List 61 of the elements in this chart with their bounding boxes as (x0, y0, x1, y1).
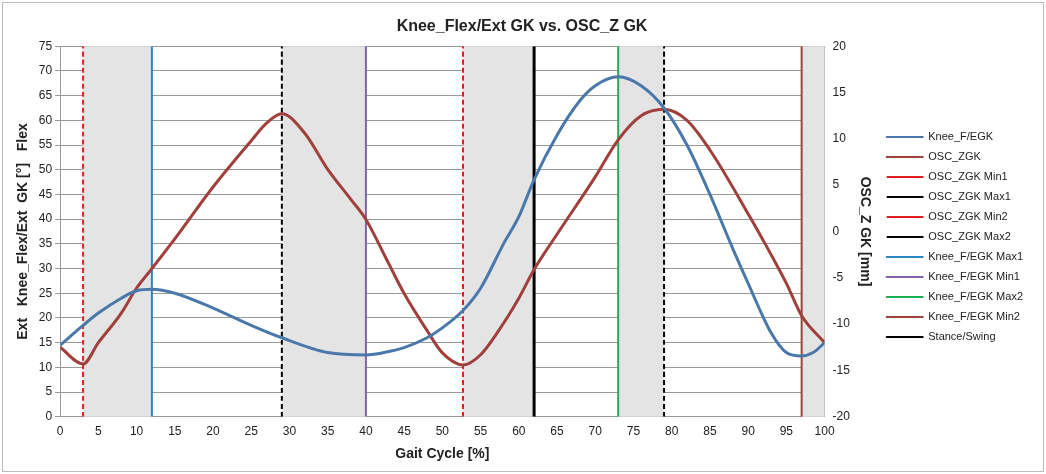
legend-label: Stance/Swing (928, 330, 996, 343)
y-tick-label: 75 (38, 38, 53, 53)
chart-title: Knee_Flex/Ext GK vs. OSC_Z GK (396, 17, 648, 35)
y-tick-label: 5 (45, 384, 53, 399)
y-tick-label: 10 (38, 359, 53, 374)
x-tick-label: 0 (56, 424, 64, 439)
x-tick-label: 15 (168, 424, 182, 439)
y-tick-label: 0 (45, 409, 53, 424)
legend-label: Knee_F/EGK Max2 (928, 290, 1024, 303)
y-tick-label: 30 (38, 260, 53, 275)
y2-tick-label: -5 (832, 270, 844, 285)
y2-tick-label: 5 (832, 177, 840, 192)
legend-label: Knee_F/EGK Min2 (928, 310, 1020, 323)
y-tick-label: 15 (38, 334, 53, 349)
x-tick-label: 30 (282, 424, 297, 439)
x-tick-label: 50 (435, 424, 450, 439)
y2-tick-label: -20 (832, 409, 851, 424)
x-tick-label: 100 (814, 424, 835, 439)
y2-axis-title: OSC_Z GK [mm] (858, 176, 875, 287)
x-tick-label: 25 (244, 424, 259, 439)
y2-tick-label: 10 (832, 131, 847, 146)
legend-label: Knee_F/EGK Max1 (928, 250, 1024, 263)
y-tick-label: 35 (38, 236, 53, 251)
x-tick-label: 90 (741, 424, 756, 439)
x-tick-label: 75 (626, 424, 641, 439)
x-tick-label: 35 (321, 424, 335, 439)
y-tick-label: 25 (38, 285, 53, 300)
y-tick-label: 55 (38, 137, 53, 152)
legend-label: Knee_F/EGK Min1 (928, 270, 1020, 283)
y-tick-label: 40 (38, 211, 53, 226)
y-tick-label: 50 (38, 162, 53, 177)
x-tick-label: 85 (703, 424, 717, 439)
y2-tick-label: -15 (832, 362, 851, 377)
x-axis-title: Gait Cycle [%] (395, 445, 490, 462)
y-axis-title: Ext Knee_Flex/Ext GK [°] Flex (14, 123, 31, 340)
y2-tick-label: 20 (832, 38, 847, 53)
x-tick-label: 65 (550, 424, 565, 439)
x-tick-label: 20 (206, 424, 221, 439)
legend-label: OSC_ZGK (928, 150, 982, 163)
x-tick-label: 55 (473, 424, 488, 439)
legend-label: OSC_ZGK Max1 (928, 190, 1011, 203)
y-tick-label: 65 (38, 87, 53, 102)
legend-label: OSC_ZGK Min1 (928, 170, 1008, 183)
x-tick-label: 95 (779, 424, 794, 439)
x-tick-label: 80 (665, 424, 679, 439)
y2-tick-label: 15 (832, 84, 847, 99)
y-tick-label: 20 (38, 310, 53, 325)
x-tick-label: 10 (129, 424, 144, 439)
y-tick-label: 45 (38, 186, 53, 201)
legend-label: OSC_ZGK Max2 (928, 230, 1011, 243)
x-tick-label: 40 (359, 424, 373, 439)
y2-tick-label: -10 (832, 316, 851, 331)
x-tick-label: 70 (588, 424, 603, 439)
y2-tick-label: 0 (832, 223, 840, 238)
x-tick-label: 45 (397, 424, 412, 439)
legend-label: OSC_ZGK Min2 (928, 210, 1008, 223)
x-tick-label: 5 (95, 424, 103, 439)
y-tick-label: 60 (38, 112, 53, 127)
x-tick-label: 60 (512, 424, 526, 439)
legend-label: Knee_F/EGK (928, 130, 994, 143)
y-tick-label: 70 (38, 63, 53, 78)
